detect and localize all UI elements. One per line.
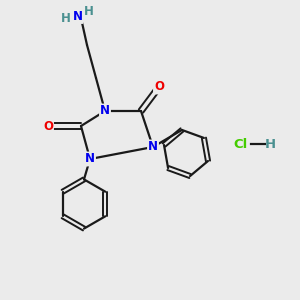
Text: O: O [43,119,53,133]
Text: N: N [72,10,82,23]
Text: N: N [85,152,95,166]
Text: N: N [148,140,158,154]
Text: H: H [61,11,71,25]
Text: H: H [84,5,93,18]
Text: O: O [154,80,164,94]
Text: Cl: Cl [233,137,247,151]
Text: H: H [264,137,276,151]
Text: N: N [100,104,110,118]
